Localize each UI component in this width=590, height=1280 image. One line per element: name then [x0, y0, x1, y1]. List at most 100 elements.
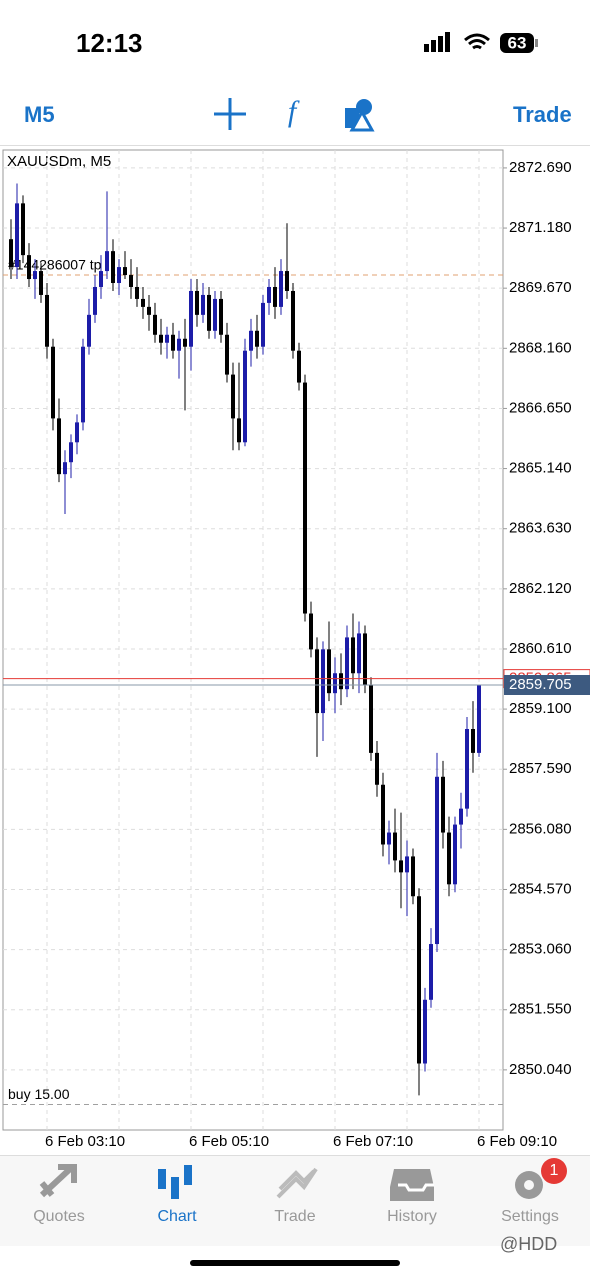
tab-labels: Quotes Chart Trade History Settings	[0, 1208, 590, 1228]
candle-body	[291, 290, 295, 351]
tab-label[interactable]: Trade	[274, 1208, 316, 1225]
candle-body	[297, 350, 301, 383]
crosshair-icon[interactable]	[214, 98, 246, 130]
candle-body	[393, 832, 397, 861]
candle-body	[93, 286, 97, 315]
candle-body	[57, 418, 61, 475]
y-tick-label: 2865.140	[509, 460, 572, 477]
candle-body	[15, 203, 19, 268]
battery-level: 63	[508, 33, 527, 52]
home-indicator	[190, 1260, 400, 1266]
y-tick-label: 2869.670	[509, 279, 572, 296]
candle-body	[441, 776, 445, 833]
candle-body	[387, 832, 391, 845]
candle-body	[75, 422, 79, 443]
status-icons: 63	[424, 32, 538, 53]
candle-body	[153, 314, 157, 335]
candle-body	[21, 203, 25, 256]
candle-body	[225, 334, 229, 375]
candle-body	[399, 860, 403, 873]
candle-body	[189, 290, 193, 347]
tab-label[interactable]: History	[387, 1208, 437, 1225]
level-label: buy 15.00	[8, 1086, 70, 1102]
candle-body	[39, 271, 43, 295]
candle-body	[63, 462, 67, 475]
candle-body	[279, 271, 283, 307]
candle-body	[81, 346, 85, 423]
candle-body	[99, 271, 103, 287]
chart-title: XAUUSDm, M5	[7, 153, 111, 170]
settings-badge: 1	[550, 1162, 559, 1179]
candle-body	[447, 832, 451, 885]
candle-body	[33, 271, 37, 280]
tab-label[interactable]: Settings	[501, 1208, 559, 1225]
level-label: #144286007 tp	[8, 257, 102, 273]
candle-body	[267, 286, 271, 303]
tab-icons: 1	[39, 1158, 567, 1201]
y-tick-label: 2857.590	[509, 760, 572, 777]
y-tick-label: 2871.180	[509, 219, 572, 236]
candle-body	[117, 267, 121, 284]
candle-body	[357, 633, 361, 674]
candle-body	[147, 306, 151, 315]
y-tick-label: 2866.650	[509, 399, 572, 416]
candle-body	[333, 673, 337, 694]
candle-body	[123, 267, 127, 276]
candle-body	[87, 314, 91, 347]
x-tick-label: 6 Feb 05:10	[189, 1133, 269, 1150]
candle-body	[213, 298, 217, 331]
candle-body	[51, 346, 55, 419]
x-tick-label: 6 Feb 03:10	[45, 1133, 125, 1150]
plot-area	[3, 150, 503, 1130]
bid-label: 2859.705	[509, 676, 572, 693]
trade-button[interactable]: Trade	[513, 102, 572, 127]
candle-body	[477, 684, 481, 753]
candle-body	[129, 275, 133, 287]
candle-body	[207, 294, 211, 331]
candle-body	[69, 442, 73, 463]
candle-body	[435, 776, 439, 945]
y-tick-label: 2872.690	[509, 159, 572, 176]
y-tick-label: 2862.120	[509, 580, 572, 597]
candle-body	[249, 330, 253, 351]
candle-body	[231, 374, 235, 419]
candle-body	[171, 334, 175, 351]
candle-body	[315, 649, 319, 714]
toolbar-divider	[0, 145, 590, 146]
y-tick-label: 2851.550	[509, 1001, 572, 1018]
candle-body	[45, 294, 49, 347]
candle-body	[303, 382, 307, 614]
candle-body	[135, 286, 139, 299]
candle-body	[369, 685, 373, 753]
tab-label[interactable]: Chart	[157, 1208, 197, 1225]
candle-body	[261, 302, 265, 347]
candle-body	[201, 294, 205, 315]
candle-body	[105, 251, 109, 272]
candle-body	[219, 298, 223, 335]
candle-body	[273, 286, 277, 307]
candle-body	[375, 752, 379, 785]
y-tick-label: 2853.060	[509, 941, 572, 958]
status-time: 12:13	[76, 28, 143, 58]
candle-body	[195, 290, 199, 315]
timeframe-button[interactable]: M5	[24, 102, 55, 127]
candle-body	[339, 673, 343, 690]
y-tick-label: 2863.630	[509, 520, 572, 537]
candle-body	[411, 856, 415, 897]
candle-body	[459, 808, 463, 825]
candle-body	[255, 330, 259, 347]
candle-body	[363, 633, 367, 686]
tab-label[interactable]: Quotes	[33, 1208, 85, 1225]
y-tick-label: 2860.610	[509, 640, 572, 657]
candle-body	[471, 729, 475, 753]
candle-body	[345, 637, 349, 690]
candle-body	[27, 255, 31, 280]
candle-body	[417, 896, 421, 1064]
candle-body	[405, 856, 409, 873]
tab-bar	[0, 1155, 590, 1246]
y-tick-label: 2850.040	[509, 1061, 572, 1078]
candle-body	[243, 350, 247, 443]
y-tick-label: 2868.160	[509, 339, 572, 356]
x-tick-label: 6 Feb 09:10	[477, 1133, 557, 1150]
